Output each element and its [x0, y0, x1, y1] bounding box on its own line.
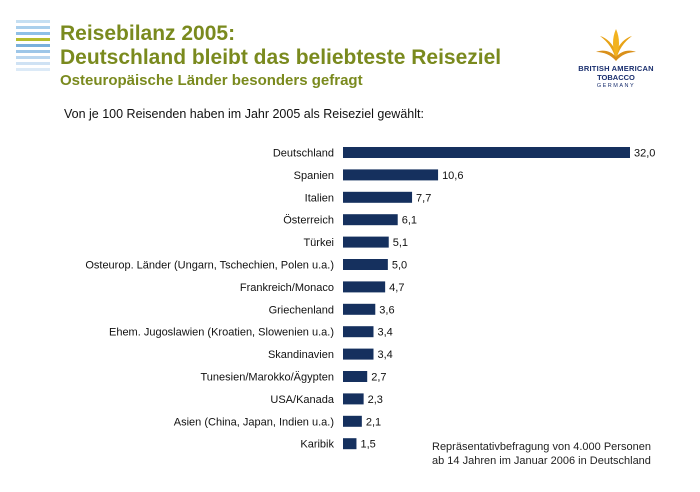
value-label: 2,3 — [368, 394, 383, 406]
category-label: Österreich — [283, 215, 334, 227]
category-label: Deutschland — [273, 148, 334, 160]
stripe-4 — [16, 44, 50, 47]
page-subtitle: Osteuropäische Länder besonders gefragt — [60, 72, 363, 89]
value-label: 3,4 — [377, 327, 392, 339]
logo-text-line2: TOBACCO — [597, 73, 635, 82]
value-label: 2,1 — [366, 416, 381, 428]
chart-subtitle: Von je 100 Reisenden haben im Jahr 2005 … — [64, 107, 424, 121]
bar — [343, 415, 362, 427]
stripe-1 — [16, 26, 50, 29]
value-label: 4,7 — [389, 282, 404, 294]
stripe-5 — [16, 50, 50, 53]
stripe-6 — [16, 56, 50, 59]
bar — [343, 393, 364, 405]
value-label: 5,0 — [392, 260, 407, 272]
bar — [343, 348, 374, 360]
value-label: 3,4 — [377, 349, 392, 361]
value-label: 1,5 — [360, 439, 375, 451]
bar — [343, 169, 439, 181]
category-label: Türkei — [303, 237, 334, 249]
category-label: Asien (China, Japan, Indien u.a.) — [174, 416, 334, 428]
bar — [343, 147, 630, 158]
stripe-2 — [16, 32, 50, 35]
bar — [343, 191, 413, 203]
survey-note-line2: ab 14 Jahren im Januar 2006 in Deutschla… — [432, 455, 651, 467]
category-label: Griechenland — [269, 304, 334, 316]
stripe-7 — [16, 62, 50, 65]
category-label: Tunesien/Marokko/Ägypten — [201, 372, 335, 384]
survey-note: Repräsentativbefragung von 4.000 Persone… — [432, 440, 651, 468]
bar — [343, 326, 374, 338]
bar — [343, 236, 389, 248]
value-label: 10,6 — [442, 170, 463, 182]
category-label: Italien — [305, 192, 334, 204]
survey-note-line1: Repräsentativbefragung von 4.000 Persone… — [432, 441, 651, 453]
category-label: Karibik — [300, 439, 334, 451]
bar — [343, 438, 357, 450]
decorative-stripes — [16, 20, 50, 74]
category-label: Spanien — [294, 170, 334, 182]
bar — [343, 371, 368, 382]
value-label: 5,1 — [393, 237, 408, 249]
bar — [343, 259, 388, 270]
category-label: Osteurop. Länder (Ungarn, Tschechien, Po… — [85, 260, 334, 272]
bar — [343, 281, 386, 293]
stripe-0 — [16, 20, 50, 23]
value-label: 7,7 — [416, 192, 431, 204]
bar — [343, 303, 376, 315]
page-title-line2: Deutschland bleibt das beliebteste Reise… — [60, 46, 502, 69]
logo-text-line3: GERMANY — [596, 83, 636, 89]
value-label: 6,1 — [402, 215, 417, 227]
logo-text-line1: BRITISH AMERICAN — [578, 64, 654, 73]
leaf-logo-icon — [596, 29, 636, 61]
value-label: 3,6 — [379, 304, 394, 316]
category-label: USA/Kanada — [270, 394, 334, 406]
category-label: Skandinavien — [268, 349, 334, 361]
stripe-8 — [16, 68, 50, 71]
value-label: 32,0 — [634, 148, 655, 160]
stripe-3 — [16, 38, 50, 41]
bar — [343, 214, 398, 226]
category-label: Ehem. Jugoslawien (Kroatien, Slowenien u… — [109, 327, 334, 339]
bat-logo: BRITISH AMERICAN TOBACCO GERMANY — [572, 28, 660, 90]
page-title-line1: Reisebilanz 2005: — [60, 22, 236, 45]
header: Reisebilanz 2005: Deutschland bleibt das… — [60, 22, 501, 90]
category-label: Frankreich/Monaco — [240, 282, 334, 294]
value-label: 2,7 — [371, 372, 386, 384]
